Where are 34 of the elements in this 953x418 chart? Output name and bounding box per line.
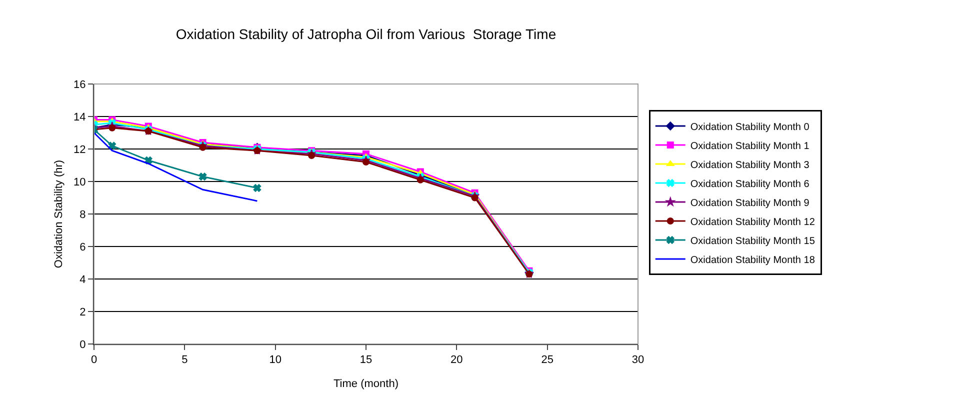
point bbox=[362, 158, 370, 166]
legend-label: Oxidation Stability Month 1 bbox=[690, 140, 810, 152]
y-tick-label: 6 bbox=[80, 241, 86, 254]
legend-label: Oxidation Stability Month 18 bbox=[690, 254, 816, 266]
y-tick-label: 16 bbox=[74, 78, 86, 91]
x-tick-label: 15 bbox=[360, 354, 372, 366]
y-tick-label: 0 bbox=[80, 338, 86, 351]
x-tick-label: 5 bbox=[182, 354, 188, 366]
y-tick-label: 12 bbox=[74, 144, 86, 156]
legend-label: Oxidation Stability Month 6 bbox=[690, 178, 810, 190]
point bbox=[253, 184, 262, 192]
chart-title: Oxidation Stability of Jatropha Oil from Various Storage Time bbox=[176, 26, 556, 42]
legend-label: Oxidation Stability Month 3 bbox=[690, 160, 810, 171]
legend-label: Oxidation Stability Month 9 bbox=[690, 198, 810, 209]
point bbox=[308, 152, 316, 159]
point bbox=[198, 172, 207, 181]
point bbox=[416, 176, 424, 184]
y-tick-label: 4 bbox=[80, 274, 86, 286]
x-tick-label: 0 bbox=[90, 354, 98, 366]
x-tick-label: 20 bbox=[450, 354, 463, 366]
point bbox=[108, 142, 116, 150]
legend-label: Oxidation Stability Month 12 bbox=[690, 216, 816, 228]
y-tick-label: 8 bbox=[80, 208, 86, 221]
x-tick-label: 25 bbox=[541, 354, 554, 366]
y-axis-title: Oxidation Stability (hr) bbox=[53, 160, 65, 268]
x-tick-label: 10 bbox=[269, 354, 282, 366]
x-tick-label: 30 bbox=[632, 354, 644, 366]
y-tick-label: 10 bbox=[74, 176, 86, 188]
y-tick-label: 14 bbox=[74, 111, 86, 124]
legend-label: Oxidation Stability Month 0 bbox=[690, 122, 810, 133]
legend-label: Oxidation Stability Month 15 bbox=[690, 236, 816, 247]
x-axis-title: Time (month) bbox=[334, 378, 398, 390]
y-tick-label: 2 bbox=[80, 306, 86, 318]
point bbox=[108, 124, 116, 132]
